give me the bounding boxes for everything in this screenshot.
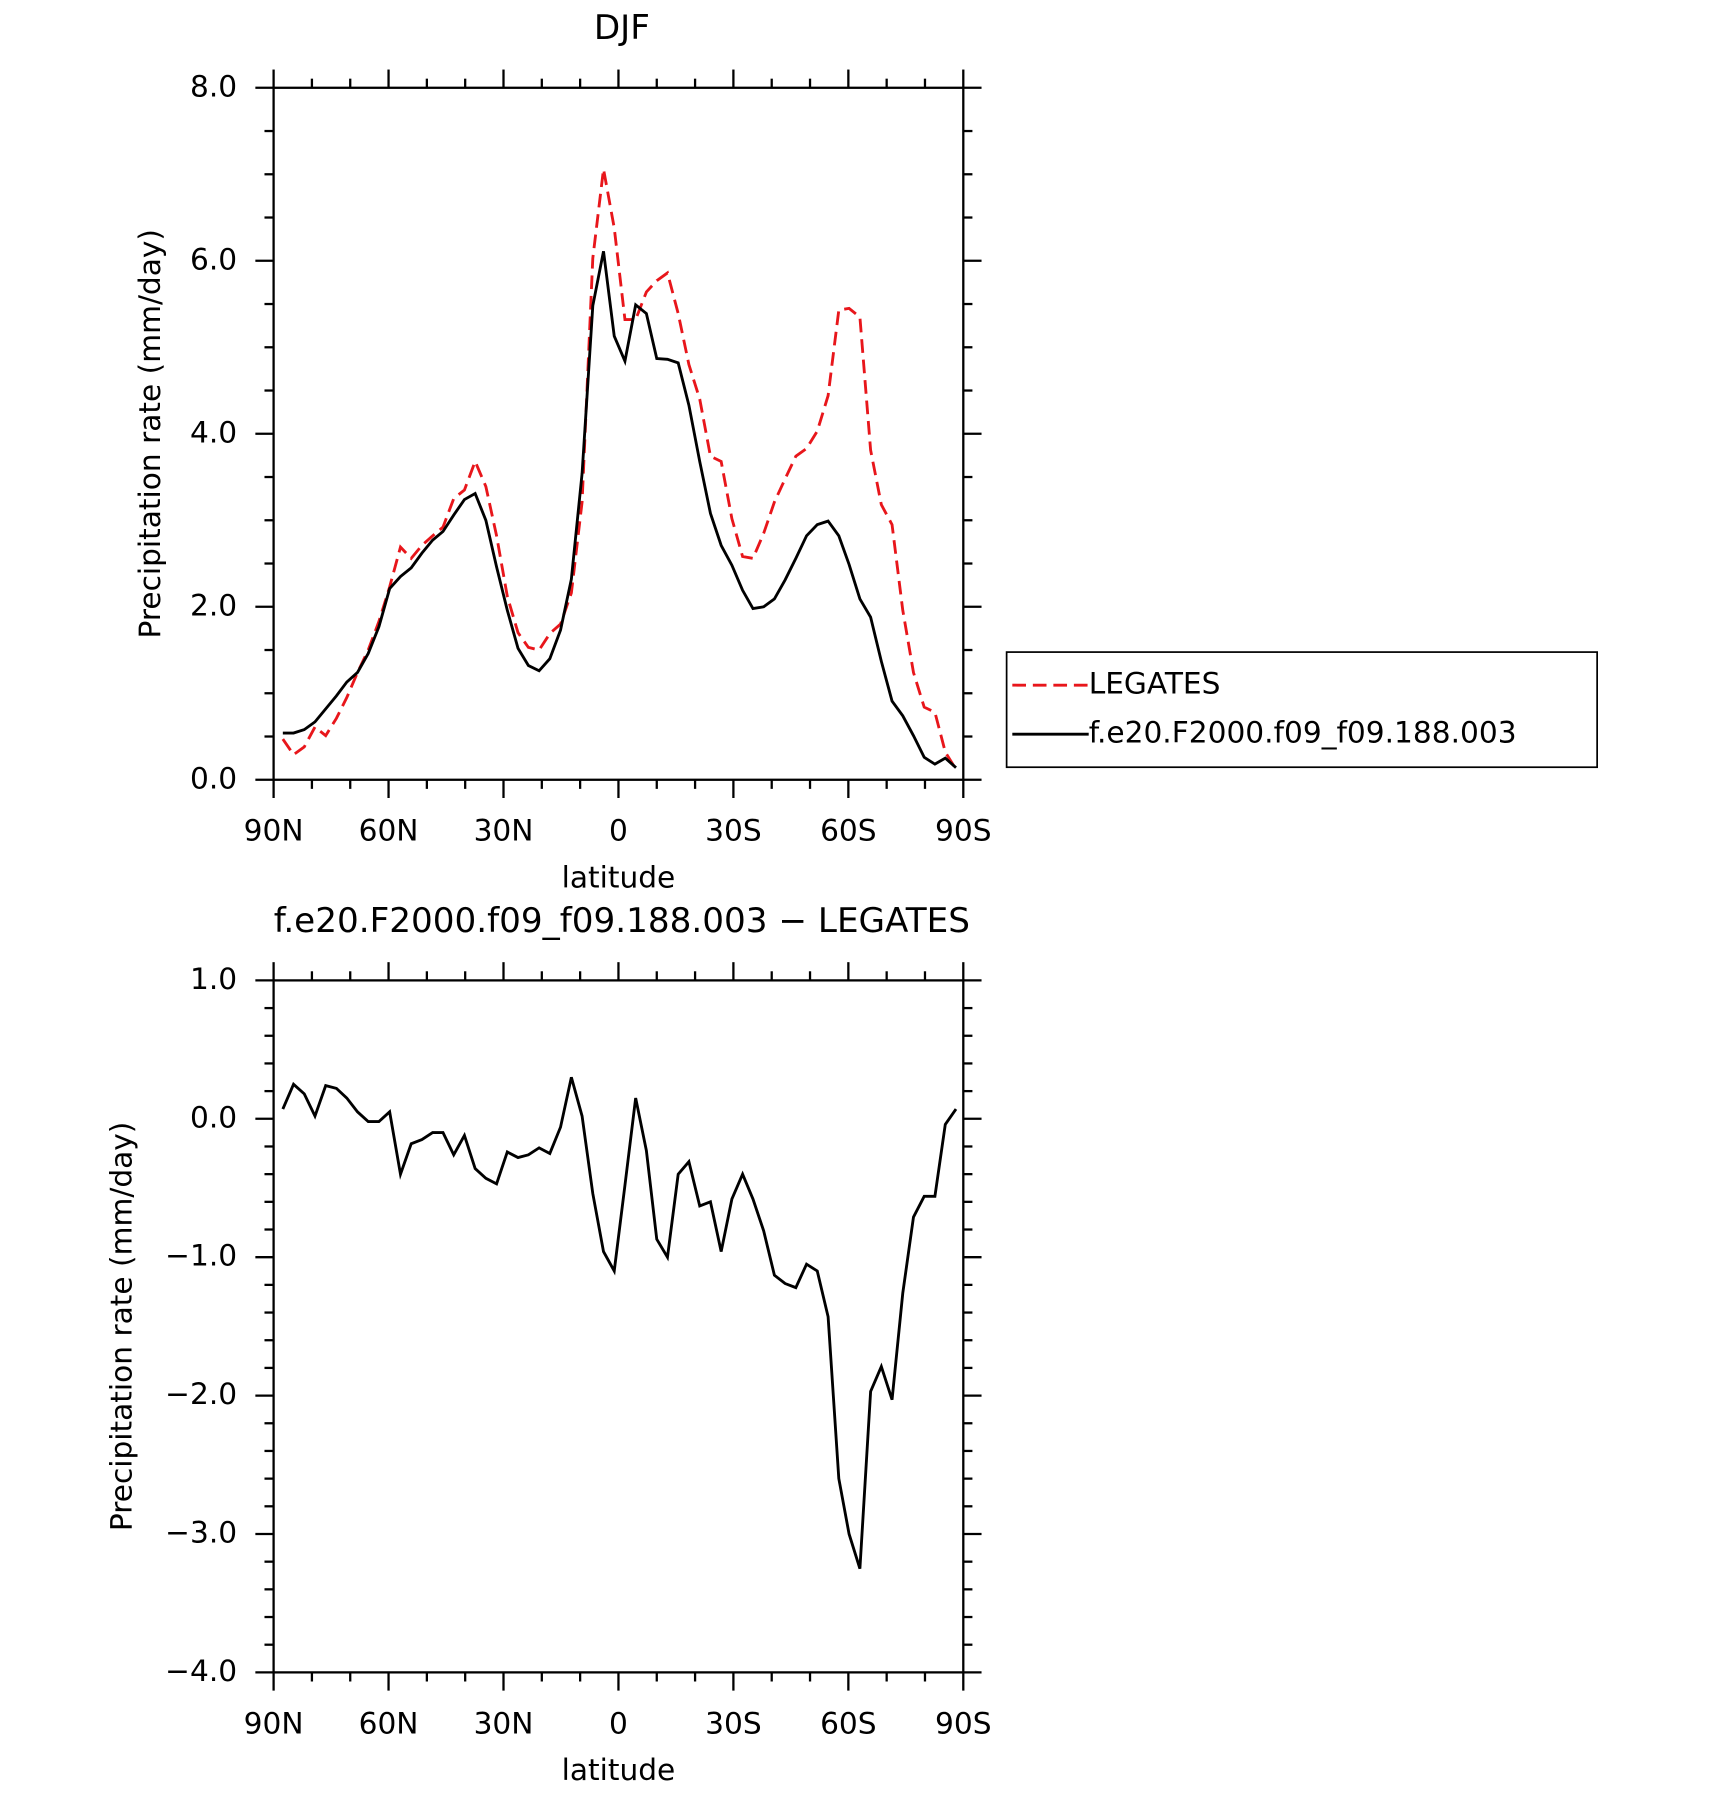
x-tick-label: 60S — [820, 813, 877, 848]
y-tick-label: 0.0 — [190, 760, 237, 795]
y-tick-label: 1.0 — [190, 961, 237, 996]
x-tick-label: 60S — [820, 1705, 877, 1740]
y-axis-label: Precipitation rate (mm/day) — [104, 1122, 139, 1531]
y-tick-label: 0.0 — [190, 1099, 237, 1134]
data-line — [281, 168, 958, 771]
x-tick-label: 0 — [609, 813, 628, 848]
x-axis-label: latitude — [562, 1752, 676, 1787]
x-tick-label: 30N — [474, 813, 534, 848]
y-tick-label: −4.0 — [165, 1653, 237, 1688]
plot-frame — [272, 86, 965, 781]
x-tick-label: 30S — [705, 813, 762, 848]
plot-area: DJF latitude Precipitation rate (mm/day) 0.… — [104, 8, 1598, 1787]
y-axis-label: Precipitation rate (mm/day) — [132, 229, 167, 638]
legend-box — [1005, 651, 1598, 769]
chart-title: DJF — [594, 8, 650, 48]
x-tick-label: 60N — [359, 813, 419, 848]
x-tick-label: 30N — [474, 1705, 534, 1740]
chart-title: f.e20.F2000.f09_f09.188.003 − LEGATES — [274, 901, 970, 941]
x-tick-label: 0 — [609, 1705, 628, 1740]
x-tick-label: 90S — [935, 813, 992, 848]
data-line — [281, 1076, 958, 1570]
x-tick-label: 90N — [244, 1705, 304, 1740]
x-tick-label: 30S — [705, 1705, 762, 1740]
x-tick-label: 90S — [935, 1705, 992, 1740]
x-tick-label: 90N — [244, 813, 304, 848]
y-tick-label: −2.0 — [165, 1376, 237, 1411]
y-tick-label: 4.0 — [190, 414, 237, 449]
y-tick-label: −3.0 — [165, 1514, 237, 1549]
x-tick-label: 60N — [359, 1705, 419, 1740]
legend-label: f.e20.F2000.f09_f09.188.003 — [1089, 715, 1517, 750]
y-tick-label: 8.0 — [190, 68, 237, 103]
y-tick-label: −1.0 — [165, 1238, 237, 1273]
y-tick-label: 6.0 — [190, 241, 237, 276]
legend-label: LEGATES — [1089, 666, 1221, 701]
y-tick-label: 2.0 — [190, 587, 237, 622]
data-line — [282, 250, 957, 769]
x-axis-label: latitude — [562, 859, 676, 894]
